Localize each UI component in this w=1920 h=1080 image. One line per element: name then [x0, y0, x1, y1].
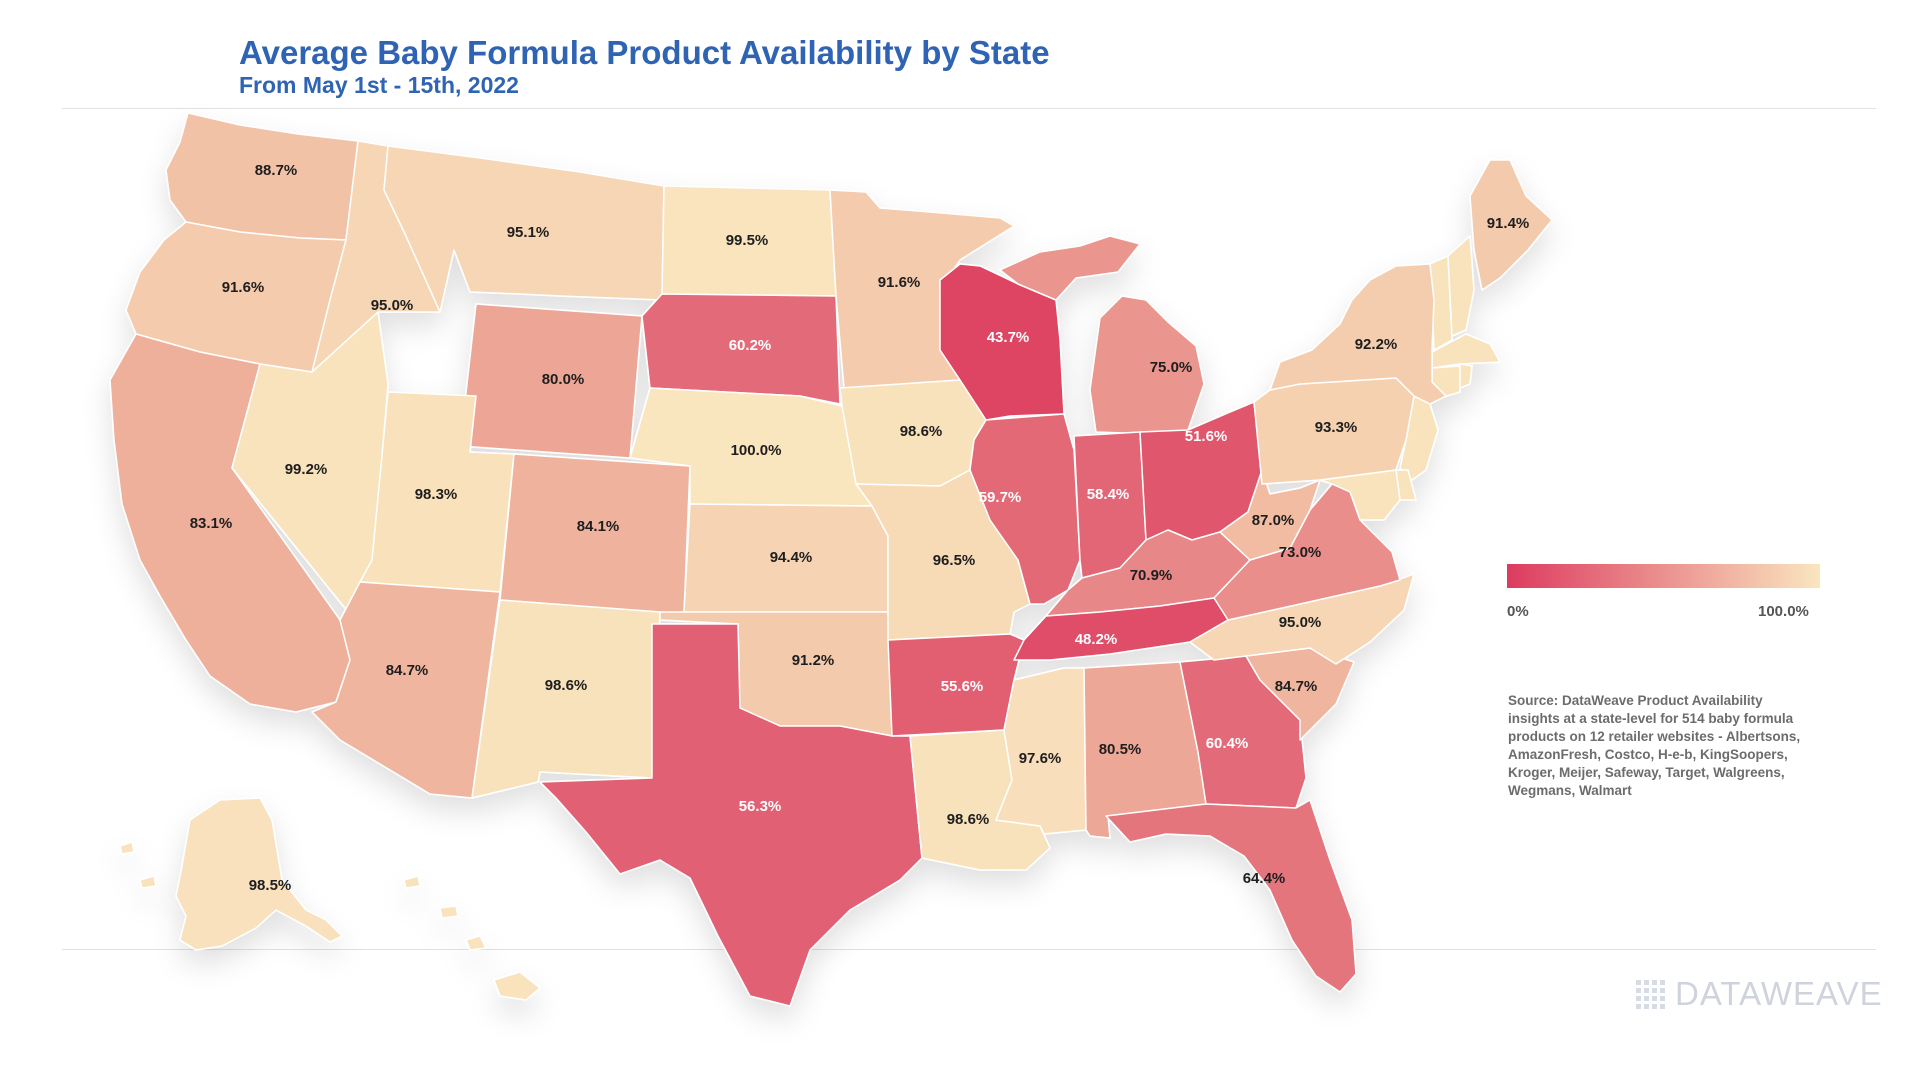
- state-me: [1469, 159, 1553, 291]
- map-title: Average Baby Formula Product Availabilit…: [239, 34, 1050, 71]
- dataweave-logo-text: DATAWEAVE: [1675, 975, 1883, 1012]
- state-value-label-or: 91.6%: [222, 279, 265, 296]
- state-value-label-nc: 95.0%: [1279, 614, 1322, 631]
- state-value-label-mo: 96.5%: [933, 552, 976, 569]
- state-value-label-ia: 98.6%: [900, 423, 943, 440]
- state-new-hampshire: [1447, 235, 1475, 337]
- state-nm: [471, 599, 661, 799]
- state-hawaii-4: [403, 875, 421, 889]
- state-hawaii-3: [439, 905, 459, 919]
- legend-min-label: 0%: [1507, 603, 1529, 620]
- state-value-label-ga: 60.4%: [1206, 735, 1249, 752]
- state-value-label-wy: 80.0%: [542, 371, 585, 388]
- state-value-label-pa: 93.3%: [1315, 419, 1358, 436]
- state-value-label-id: 95.0%: [371, 297, 414, 314]
- state-value-label-al: 80.5%: [1099, 741, 1142, 758]
- state-value-label-la: 98.6%: [947, 811, 990, 828]
- state-value-label-ca: 83.1%: [190, 515, 233, 532]
- state-value-label-wa: 88.7%: [255, 162, 298, 179]
- state-value-label-ks: 94.4%: [770, 549, 813, 566]
- state-value-label-sc: 84.7%: [1275, 678, 1318, 695]
- state-value-label-tn: 48.2%: [1075, 631, 1118, 648]
- state-value-label-sd: 60.2%: [729, 337, 772, 354]
- state-hawaii-1: [493, 971, 541, 1001]
- state-hawaii-2: [465, 935, 487, 951]
- state-value-label-fl: 64.4%: [1243, 870, 1286, 887]
- state-value-label-nd: 99.5%: [726, 232, 769, 249]
- state-mi: [999, 235, 1205, 435]
- state-ak: [175, 797, 343, 951]
- state-az: [311, 581, 501, 799]
- state-ms: [995, 667, 1087, 835]
- state-wi: [939, 263, 1065, 421]
- state-value-label-me: 91.4%: [1487, 215, 1530, 232]
- state-value-label-in: 58.4%: [1087, 486, 1130, 503]
- state-value-label-co: 84.1%: [577, 518, 620, 535]
- state-alaska-island-2: [119, 841, 135, 855]
- state-value-label-ms: 97.6%: [1019, 750, 1062, 767]
- state-value-label-nv: 99.2%: [285, 461, 328, 478]
- state-value-label-wi: 43.7%: [987, 329, 1030, 346]
- dataweave-logo: DATAWEAVE: [1636, 975, 1883, 1013]
- state-value-label-ak: 98.5%: [249, 877, 292, 894]
- state-value-label-mt: 95.1%: [507, 224, 550, 241]
- state-value-label-ut: 98.3%: [415, 486, 458, 503]
- bottom-divider: [62, 949, 1876, 950]
- state-rhode-island: [1459, 363, 1473, 389]
- state-value-label-tx: 56.3%: [739, 798, 782, 815]
- state-wv: [1219, 469, 1321, 561]
- state-alaska-island-1: [139, 875, 157, 889]
- legend-gradient-bar: [1507, 564, 1820, 588]
- state-value-label-va: 73.0%: [1279, 544, 1322, 561]
- map-subtitle: From May 1st - 15th, 2022: [239, 72, 519, 98]
- state-value-label-ne: 100.0%: [731, 442, 782, 459]
- dataweave-logo-icon: [1636, 979, 1665, 1009]
- state-fl: [1105, 799, 1357, 993]
- state-value-label-ky: 70.9%: [1130, 567, 1173, 584]
- source-note: Source: DataWeave Product Availability i…: [1508, 693, 1801, 798]
- top-divider: [62, 108, 1876, 109]
- state-value-label-wv: 87.0%: [1252, 512, 1295, 529]
- state-value-label-ny: 92.2%: [1355, 336, 1398, 353]
- state-value-label-ar: 55.6%: [941, 678, 984, 695]
- state-tx: [539, 623, 923, 1007]
- state-mt: [383, 145, 665, 313]
- state-value-label-nm: 98.6%: [545, 677, 588, 694]
- state-value-label-il: 59.7%: [979, 489, 1022, 506]
- state-value-label-az: 84.7%: [386, 662, 429, 679]
- state-ny: [1269, 263, 1447, 405]
- state-value-label-mn: 91.6%: [878, 274, 921, 291]
- state-value-label-oh: 51.6%: [1185, 428, 1228, 445]
- state-il: [969, 413, 1081, 605]
- state-value-label-mi: 75.0%: [1150, 359, 1193, 376]
- legend-max-label: 100.0%: [1758, 603, 1809, 620]
- state-value-label-ok: 91.2%: [792, 652, 835, 669]
